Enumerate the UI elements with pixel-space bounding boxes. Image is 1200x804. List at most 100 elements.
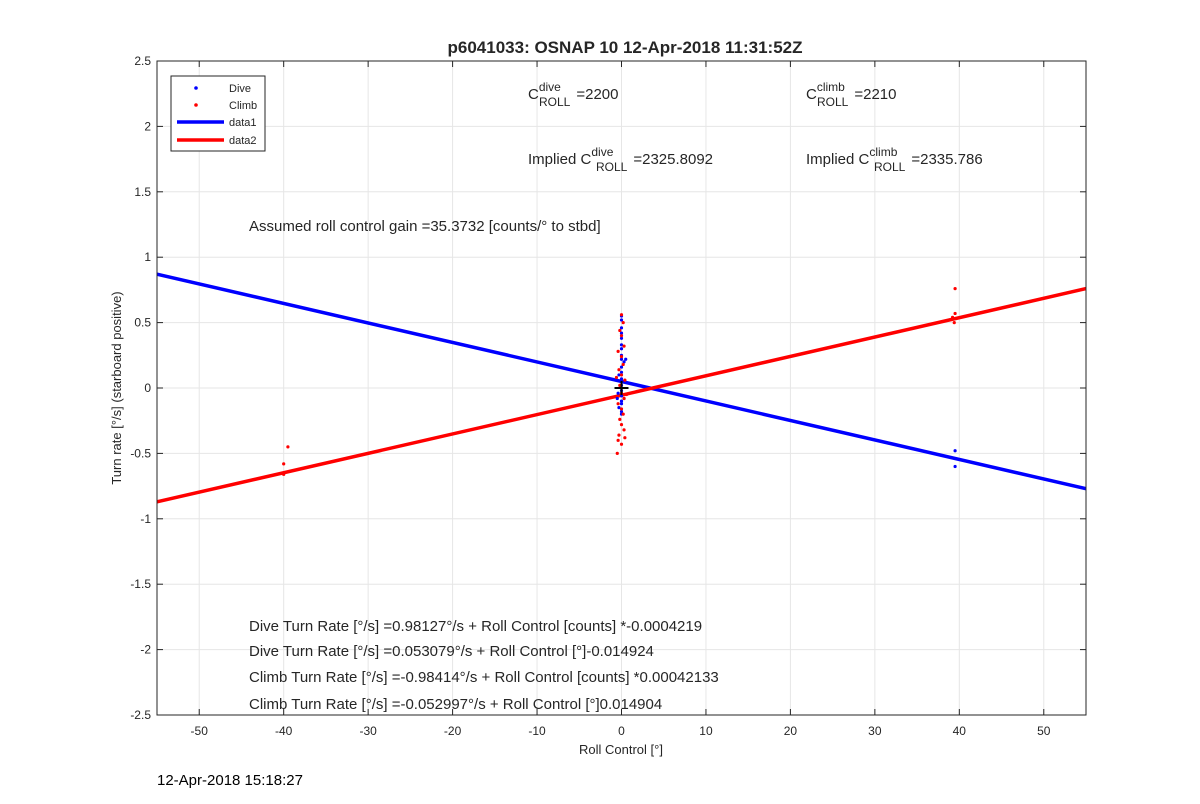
climb-point	[952, 321, 956, 325]
y-tick-label: 1	[144, 250, 151, 264]
climb-point	[616, 402, 620, 406]
x-tick-label: 50	[1037, 724, 1051, 738]
dive-point	[619, 409, 624, 414]
roll-gain-annotation: Assumed roll control gain =35.3732 [coun…	[249, 218, 601, 235]
climb-point	[622, 396, 626, 401]
climb-point	[619, 355, 624, 359]
dive-point	[619, 370, 624, 374]
climb-point	[616, 438, 620, 442]
figure-timestamp: 12-Apr-2018 15:18:27	[157, 772, 303, 789]
dive-point	[619, 399, 624, 403]
legend-dive-marker	[194, 86, 198, 90]
climb-point	[286, 445, 290, 449]
equation-climb-degrees: Climb Turn Rate [°/s] =-0.052997°/s + Ro…	[249, 696, 662, 713]
climb-point	[624, 392, 629, 397]
dive-point	[617, 406, 621, 410]
dive-point	[953, 449, 957, 453]
legend-climb-label: Climb	[229, 100, 257, 112]
y-tick-label: -1.5	[130, 577, 151, 591]
climb-point	[619, 313, 624, 317]
y-tick-label: -2.5	[130, 708, 151, 722]
x-tick-label: 10	[699, 724, 713, 738]
dive-point	[619, 394, 624, 398]
x-tick-label: -30	[359, 724, 377, 738]
climb-point	[282, 462, 286, 466]
equation-climb-counts: Climb Turn Rate [°/s] =-0.98414°/s + Rol…	[249, 669, 719, 686]
climb-point	[617, 433, 621, 437]
legend-data2-label: data2	[229, 135, 257, 147]
climb-point	[953, 286, 957, 291]
dive-point	[619, 326, 624, 330]
climb-point	[614, 375, 619, 380]
dive-point	[616, 391, 620, 395]
x-tick-label: -40	[275, 724, 293, 738]
climb-point	[282, 472, 286, 476]
climb-point	[615, 451, 619, 455]
legend-data1-label: data1	[229, 117, 257, 129]
dive-point	[619, 377, 624, 381]
dive-point	[619, 402, 624, 406]
x-axis-ticks: -50 -40 -30 -20 -10 0 10 20 30 40 50	[191, 61, 1051, 738]
y-tick-label: 2	[144, 119, 151, 133]
climb-point	[619, 373, 624, 377]
dive-point	[619, 347, 624, 351]
dive-point	[624, 357, 628, 361]
data-points	[282, 286, 957, 476]
implied-c-roll-climb-annotation: Implied Cclimb ROLL =2335.786	[806, 145, 983, 174]
dive-point	[619, 357, 624, 361]
c-roll-climb-annotation: Cclimb ROLL =2210	[806, 80, 897, 109]
legend: Dive Climb data1 data2	[170, 75, 266, 152]
dive-point	[617, 373, 621, 377]
climb-point	[619, 407, 624, 411]
climb-point	[619, 423, 624, 427]
c-roll-dive-annotation: Cdive ROLL =2200	[528, 80, 619, 109]
dive-point	[619, 318, 624, 322]
center-marker	[614, 381, 629, 395]
dive-point	[619, 365, 624, 369]
climb-point	[623, 378, 627, 382]
climb-point	[622, 344, 626, 348]
climb-point	[953, 311, 957, 316]
climb-point	[618, 328, 622, 333]
climb-point	[950, 315, 955, 319]
climb-point	[621, 412, 625, 416]
chart-title: p6041033: OSNAP 10 12-Apr-2018 11:31:52Z	[448, 38, 803, 57]
x-tick-label: -20	[444, 724, 462, 738]
climb-point	[619, 442, 624, 446]
dive-point	[953, 464, 957, 469]
climb-point	[617, 368, 621, 372]
x-tick-label: -50	[191, 724, 209, 738]
dive-point	[619, 343, 624, 347]
dive-point	[619, 331, 624, 335]
y-tick-label: 0	[144, 381, 151, 395]
implied-c-roll-dive-annotation: Implied Cdive ROLL =2325.8092	[528, 145, 713, 174]
climb-point	[619, 334, 624, 338]
legend-dive-label: Dive	[229, 83, 251, 95]
climb-point	[622, 428, 626, 432]
dive-point	[622, 360, 626, 364]
dive-point	[615, 396, 619, 401]
equation-dive-counts: Dive Turn Rate [°/s] =0.98127°/s + Roll …	[249, 618, 702, 635]
y-tick-label: -0.5	[130, 446, 151, 460]
x-tick-label: 40	[953, 724, 967, 738]
x-tick-label: 20	[784, 724, 798, 738]
y-axis-label: Turn rate [°/s] (starboard positive)	[109, 291, 124, 484]
climb-point	[616, 349, 620, 353]
y-axis-ticks: -2.5 -2 -1.5 -1 -0.5 0 0.5 1 1.5 2 2.5	[130, 54, 1086, 722]
climb-point	[621, 321, 625, 325]
climb-point	[618, 417, 622, 421]
dive-point	[619, 336, 624, 340]
y-tick-label: -2	[140, 643, 151, 657]
x-tick-label: 30	[868, 724, 882, 738]
legend-climb-marker	[194, 103, 198, 107]
x-tick-label: -10	[528, 724, 546, 738]
x-tick-label: 0	[618, 724, 625, 738]
climb-point	[621, 362, 625, 367]
climb-point	[623, 436, 627, 440]
y-tick-label: 2.5	[134, 54, 151, 68]
y-tick-label: -1	[140, 512, 151, 526]
y-tick-label: 1.5	[134, 185, 151, 199]
y-tick-label: 0.5	[134, 316, 151, 330]
x-axis-label: Roll Control [°]	[579, 742, 663, 757]
